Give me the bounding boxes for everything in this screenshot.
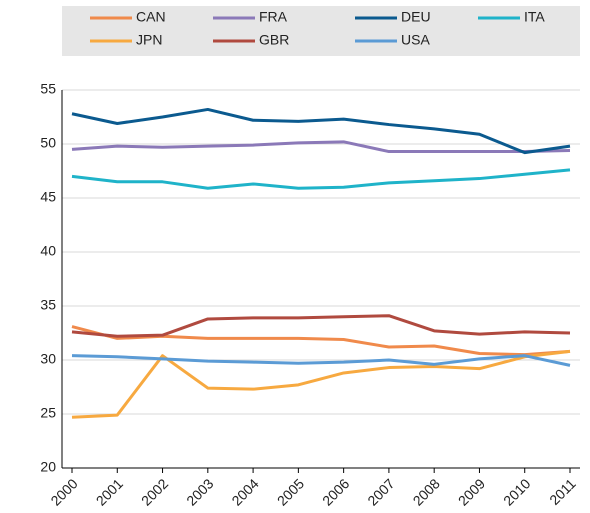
y-tick-label: 20 [40, 459, 56, 475]
x-tick-label: 2002 [138, 475, 171, 508]
series-line [71, 168, 571, 190]
x-tick-label: 2005 [274, 475, 307, 508]
legend-label: DEU [401, 9, 431, 25]
y-tick-label: 45 [40, 189, 56, 205]
x-tick-label: 2010 [500, 475, 533, 508]
series-line [71, 314, 571, 338]
y-tick-label: 50 [40, 135, 56, 151]
x-tick-label: 2011 [546, 475, 579, 508]
legend-label: ITA [524, 9, 545, 25]
y-tick-label: 35 [40, 297, 56, 313]
x-tick-label: 2001 [93, 475, 126, 508]
series-line [71, 349, 571, 419]
legend-label: JPN [136, 32, 162, 48]
legend-label: CAN [136, 9, 166, 25]
y-tick-label: 40 [40, 243, 56, 259]
legend-label: GBR [259, 32, 289, 48]
series-line [71, 354, 571, 367]
x-tick-label: 2009 [455, 475, 488, 508]
series-line [71, 107, 571, 155]
series-line [71, 325, 571, 357]
legend-box [62, 6, 580, 56]
x-tick-label: 2008 [410, 475, 443, 508]
series-line [71, 140, 571, 154]
y-tick-label: 30 [40, 351, 56, 367]
legend-label: USA [401, 32, 430, 48]
y-tick-label: 55 [40, 81, 56, 97]
legend-label: FRA [259, 9, 288, 25]
y-tick-label: 25 [40, 405, 56, 421]
x-tick-label: 2003 [183, 475, 216, 508]
x-tick-label: 2007 [364, 475, 397, 508]
x-tick-label: 2004 [228, 475, 261, 508]
x-tick-label: 2006 [319, 475, 352, 508]
x-tick-label: 2000 [47, 475, 80, 508]
